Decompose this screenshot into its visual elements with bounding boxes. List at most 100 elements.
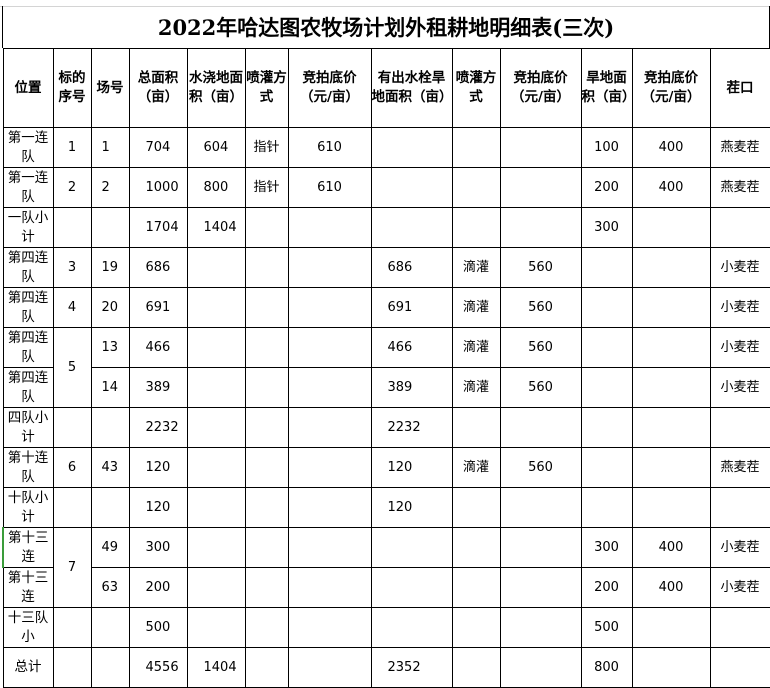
cell-total-area[interactable]: 2232: [128, 407, 188, 448]
cell-field-number[interactable]: [90, 607, 130, 648]
cell-spray-method[interactable]: [244, 287, 289, 328]
cell-spray-method-2[interactable]: [451, 207, 501, 248]
cell-field-number[interactable]: 14: [90, 367, 130, 408]
cell-base-price-2[interactable]: 560: [499, 367, 582, 408]
header-spray-method[interactable]: 喷灌方式: [244, 48, 289, 128]
cell-hydrant-dry-area[interactable]: 2232: [370, 407, 453, 448]
cell-total-area[interactable]: 120: [128, 447, 188, 488]
cell-previous-crop[interactable]: 小麦茬: [709, 327, 770, 368]
cell-hydrant-dry-area[interactable]: 686: [370, 247, 453, 288]
cell-hydrant-dry-area[interactable]: 120: [370, 447, 453, 488]
cell-location[interactable]: 第十三连: [2, 567, 54, 608]
cell-base-price[interactable]: [287, 327, 372, 368]
cell-irrigated-area[interactable]: [186, 407, 246, 448]
cell-hydrant-dry-area[interactable]: 389: [370, 367, 453, 408]
cell-spray-method-2[interactable]: 滴灌: [451, 287, 501, 328]
cell-irrigated-area[interactable]: 800: [186, 167, 246, 208]
cell-irrigated-area[interactable]: [186, 487, 246, 528]
cell-dry-area[interactable]: [580, 447, 633, 488]
cell-lot-number[interactable]: [52, 607, 92, 648]
cell-lot-number[interactable]: 4: [52, 287, 92, 328]
cell-spray-method-2[interactable]: [451, 487, 501, 528]
cell-irrigated-area[interactable]: [186, 287, 246, 328]
cell-hydrant-dry-area[interactable]: [370, 607, 453, 648]
cell-base-price-3[interactable]: [631, 247, 711, 288]
cell-lot-number[interactable]: [52, 207, 92, 248]
cell-total-area[interactable]: 1704: [128, 207, 188, 248]
cell-irrigated-area[interactable]: [186, 607, 246, 648]
cell-dry-area[interactable]: 200: [580, 167, 633, 208]
cell-hydrant-dry-area[interactable]: 691: [370, 287, 453, 328]
cell-spray-method-2[interactable]: [451, 407, 501, 448]
cell-field-number[interactable]: 49: [90, 527, 130, 568]
cell-base-price[interactable]: [287, 247, 372, 288]
cell-spray-method[interactable]: [244, 327, 289, 368]
cell-irrigated-area[interactable]: 1404: [186, 647, 246, 688]
cell-base-price[interactable]: 610: [287, 127, 372, 168]
cell-total-area[interactable]: 1000: [128, 167, 188, 208]
cell-total-area[interactable]: 704: [128, 127, 188, 168]
cell-total-area[interactable]: 300: [128, 527, 188, 568]
cell-field-number[interactable]: 2: [90, 167, 130, 208]
cell-base-price-2[interactable]: 560: [499, 327, 582, 368]
cell-hydrant-dry-area[interactable]: [370, 207, 453, 248]
cell-total-area[interactable]: 389: [128, 367, 188, 408]
cell-spray-method-2[interactable]: [451, 607, 501, 648]
cell-base-price[interactable]: 610: [287, 167, 372, 208]
cell-spray-method-2[interactable]: [451, 167, 501, 208]
cell-lot-number[interactable]: [52, 647, 92, 688]
header-previous-crop[interactable]: 茬口: [709, 48, 770, 128]
cell-irrigated-area[interactable]: 604: [186, 127, 246, 168]
header-base-price-2[interactable]: 竞拍底价（元/亩）: [499, 48, 582, 128]
cell-spray-method[interactable]: 指针: [244, 127, 289, 168]
cell-base-price-2[interactable]: [499, 207, 582, 248]
cell-base-price-2[interactable]: [499, 567, 582, 608]
cell-base-price[interactable]: [287, 407, 372, 448]
cell-lot-number[interactable]: 7: [52, 527, 92, 608]
cell-location[interactable]: 第四连队: [2, 367, 54, 408]
cell-lot-number[interactable]: [52, 407, 92, 448]
cell-spray-method[interactable]: [244, 207, 289, 248]
header-hydrant-dry-area[interactable]: 有出水栓旱地面积（亩）: [370, 48, 453, 128]
cell-previous-crop[interactable]: [709, 407, 770, 448]
cell-spray-method[interactable]: [244, 447, 289, 488]
cell-dry-area[interactable]: 800: [580, 647, 633, 688]
cell-previous-crop[interactable]: 小麦茬: [709, 567, 770, 608]
cell-base-price-2[interactable]: 560: [499, 287, 582, 328]
cell-base-price-3[interactable]: [631, 407, 711, 448]
cell-irrigated-area[interactable]: [186, 327, 246, 368]
cell-spray-method-2[interactable]: [451, 647, 501, 688]
cell-spray-method[interactable]: [244, 567, 289, 608]
cell-dry-area[interactable]: 300: [580, 527, 633, 568]
cell-field-number[interactable]: 19: [90, 247, 130, 288]
cell-base-price[interactable]: [287, 287, 372, 328]
cell-hydrant-dry-area[interactable]: [370, 127, 453, 168]
header-spray-method-2[interactable]: 喷灌方式: [451, 48, 501, 128]
cell-base-price-2[interactable]: 560: [499, 247, 582, 288]
cell-base-price-2[interactable]: [499, 487, 582, 528]
cell-location[interactable]: 第十连队: [2, 447, 54, 488]
cell-base-price-3[interactable]: 400: [631, 167, 711, 208]
sheet-title[interactable]: 2022年哈达图农牧场计划外租耕地明细表(三次): [2, 6, 770, 48]
cell-spray-method[interactable]: [244, 367, 289, 408]
cell-base-price-2[interactable]: [499, 527, 582, 568]
cell-base-price[interactable]: [287, 487, 372, 528]
cell-lot-number[interactable]: [52, 487, 92, 528]
cell-base-price-3[interactable]: 400: [631, 127, 711, 168]
cell-base-price[interactable]: [287, 567, 372, 608]
cell-field-number[interactable]: 20: [90, 287, 130, 328]
cell-base-price-2[interactable]: [499, 407, 582, 448]
cell-dry-area[interactable]: [580, 287, 633, 328]
cell-lot-number[interactable]: 5: [52, 327, 92, 408]
cell-location[interactable]: 十队小计: [2, 487, 54, 528]
cell-field-number[interactable]: 1: [90, 127, 130, 168]
cell-base-price[interactable]: [287, 207, 372, 248]
cell-location[interactable]: 四队小计: [2, 407, 54, 448]
cell-location[interactable]: 第一连队: [2, 167, 54, 208]
cell-hydrant-dry-area[interactable]: 2352: [370, 647, 453, 688]
cell-base-price-3[interactable]: [631, 287, 711, 328]
cell-location[interactable]: 第四连队: [2, 247, 54, 288]
cell-irrigated-area[interactable]: [186, 367, 246, 408]
cell-field-number[interactable]: [90, 207, 130, 248]
cell-lot-number[interactable]: 3: [52, 247, 92, 288]
